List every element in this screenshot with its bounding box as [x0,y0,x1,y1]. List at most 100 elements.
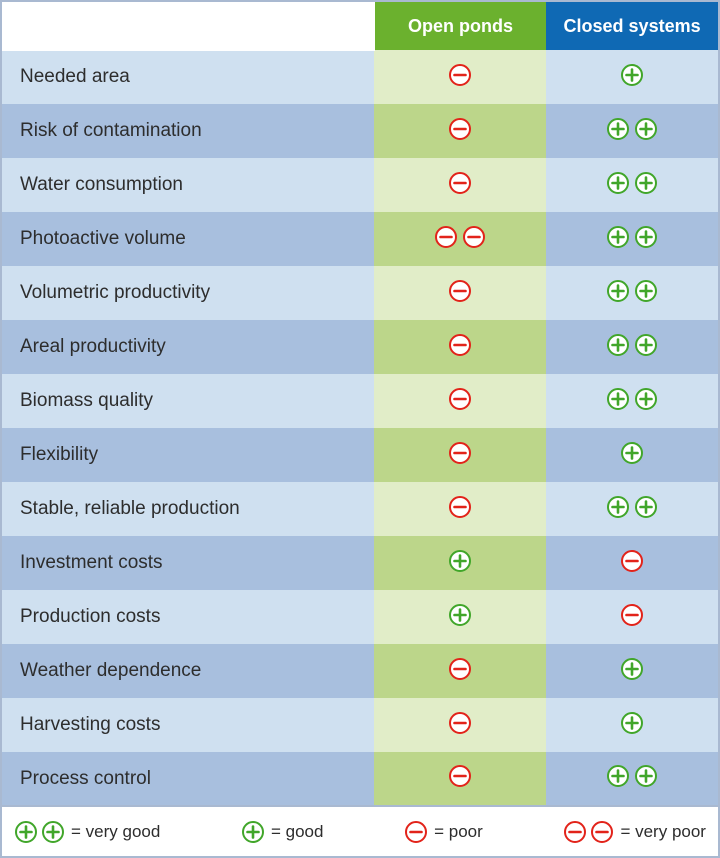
cell-closed-systems [546,536,718,590]
table-body: Needed areaRisk of contaminationWater co… [2,50,718,806]
minus-icon [448,441,472,465]
cell-open-ponds [374,644,546,698]
cell-closed-systems [546,590,718,644]
cell-open-ponds [374,752,546,806]
cell-closed-systems [546,374,718,428]
minus-icon [448,711,472,735]
comparison-table: Open ponds Closed systems Needed areaRis… [2,2,718,856]
minus-icon [448,387,472,411]
legend-label: = very good [71,822,160,842]
cell-open-ponds [374,50,546,104]
plus-icon [620,711,644,735]
row-label: Areal productivity [2,320,374,374]
legend-item: = good [241,820,323,844]
cell-closed-systems [546,50,718,104]
cell-open-ponds [374,266,546,320]
table-row: Process control [2,752,718,806]
row-label: Volumetric productivity [2,266,374,320]
cell-closed-systems [546,752,718,806]
legend-item: = poor [404,820,483,844]
minus-icon [448,279,472,303]
legend-row: = very good = good = poor = very poor [2,806,718,856]
legend: = very good = good = poor = very poor [14,820,706,844]
table-row: Water consumption [2,158,718,212]
header-open-ponds: Open ponds [374,2,546,50]
minus-icon [448,657,472,681]
plus-icon-double [606,117,658,141]
plus-icon-double [606,495,658,519]
row-label: Needed area [2,50,374,104]
plus-icon-double [606,171,658,195]
row-label: Risk of contamination [2,104,374,158]
legend-label: = good [271,822,323,842]
legend-item: = very poor [563,820,706,844]
plus-icon [448,603,472,627]
legend-item: = very good [14,820,160,844]
plus-icon-double [606,764,658,788]
cell-closed-systems [546,482,718,536]
cell-closed-systems [546,644,718,698]
comparison-table-container: Open ponds Closed systems Needed areaRis… [0,0,720,858]
table-row: Photoactive volume [2,212,718,266]
cell-closed-systems [546,320,718,374]
row-label: Production costs [2,590,374,644]
cell-open-ponds [374,374,546,428]
plus-icon-double [606,333,658,357]
row-label: Stable, reliable production [2,482,374,536]
cell-closed-systems [546,104,718,158]
plus-icon-double [606,387,658,411]
minus-icon [448,764,472,788]
cell-open-ponds [374,428,546,482]
row-label: Photoactive volume [2,212,374,266]
header-blank-cell [2,2,374,50]
cell-open-ponds [374,590,546,644]
table-row: Harvesting costs [2,698,718,752]
minus-icon [448,117,472,141]
minus-icon [620,549,644,573]
row-label: Harvesting costs [2,698,374,752]
cell-open-ponds [374,158,546,212]
row-label: Flexibility [2,428,374,482]
plus-icon [448,549,472,573]
minus-icon-double [434,225,486,249]
table-row: Needed area [2,50,718,104]
cell-open-ponds [374,212,546,266]
table-row: Areal productivity [2,320,718,374]
cell-closed-systems [546,158,718,212]
table-row: Stable, reliable production [2,482,718,536]
minus-icon [448,63,472,87]
cell-closed-systems [546,212,718,266]
cell-open-ponds [374,482,546,536]
cell-closed-systems [546,266,718,320]
cell-closed-systems [546,428,718,482]
cell-open-ponds [374,104,546,158]
table-row: Volumetric productivity [2,266,718,320]
table-row: Flexibility [2,428,718,482]
table-row: Production costs [2,590,718,644]
cell-open-ponds [374,536,546,590]
plus-icon-double [606,225,658,249]
cell-open-ponds [374,320,546,374]
minus-icon [448,495,472,519]
row-label: Weather dependence [2,644,374,698]
table-row: Investment costs [2,536,718,590]
minus-icon [620,603,644,627]
legend-label: = very poor [620,822,706,842]
minus-icon [448,333,472,357]
minus-icon [448,171,472,195]
row-label: Process control [2,752,374,806]
table-header: Open ponds Closed systems [2,2,718,50]
row-label: Water consumption [2,158,374,212]
legend-label: = poor [434,822,483,842]
row-label: Biomass quality [2,374,374,428]
table-row: Weather dependence [2,644,718,698]
cell-open-ponds [374,698,546,752]
plus-icon [620,63,644,87]
plus-icon [620,657,644,681]
table-row: Biomass quality [2,374,718,428]
table-row: Risk of contamination [2,104,718,158]
row-label: Investment costs [2,536,374,590]
header-closed-systems: Closed systems [546,2,718,50]
plus-icon [620,441,644,465]
plus-icon-double [606,279,658,303]
